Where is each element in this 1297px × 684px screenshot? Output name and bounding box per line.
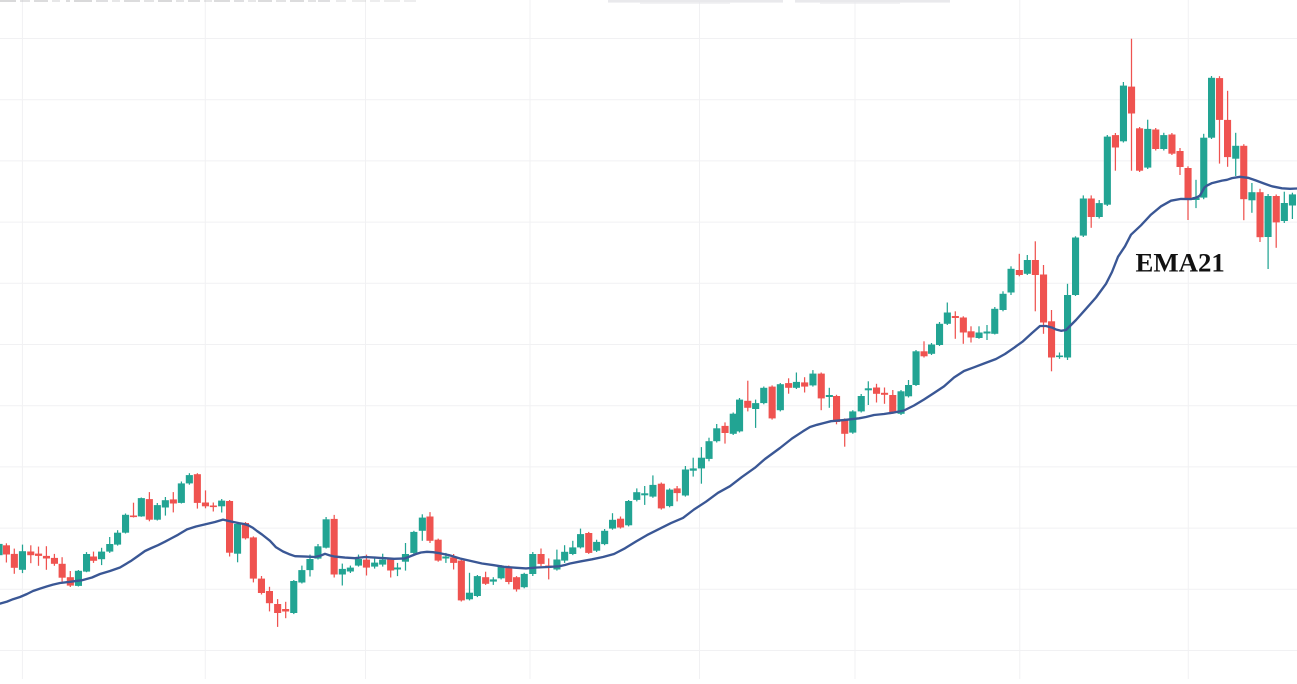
svg-text:EMA21: EMA21	[1136, 248, 1225, 278]
